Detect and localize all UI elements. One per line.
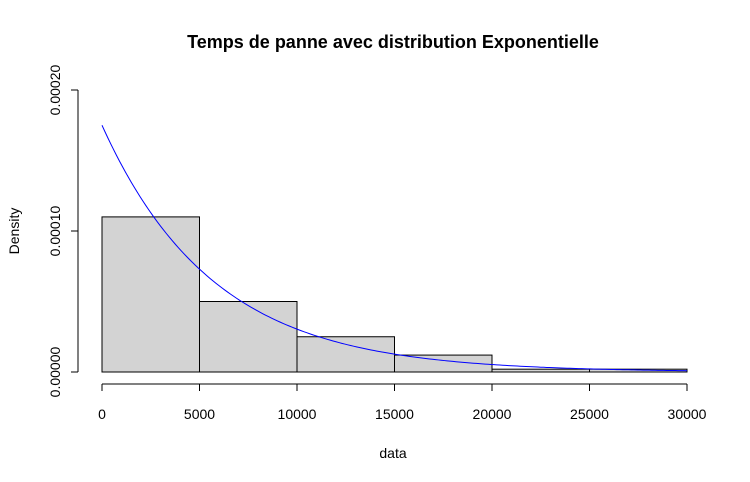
x-tick-label: 15000 [375,406,414,422]
x-axis-label: data [379,445,406,461]
y-tick-label: 0.00020 [47,64,63,115]
histogram-bar-1 [199,301,298,373]
histogram-bars [101,216,688,373]
density-curve [101,125,688,372]
y-tick-label: 0.00010 [47,205,63,256]
x-tick-label: 0 [98,406,106,422]
x-tick-label: 20000 [473,406,512,422]
x-axis: 0 5000 10000 15000 20000 25000 30000 [98,383,707,422]
histogram-bar-0 [101,216,200,373]
x-tick-label: 25000 [570,406,609,422]
y-axis: 0.00000 0.00010 0.00020 [47,64,79,397]
x-tick-label: 10000 [278,406,317,422]
y-tick-label: 0.00000 [47,346,63,397]
histogram-bar-3 [394,354,493,373]
density-curve-layer [101,125,688,372]
x-tick-label: 30000 [668,406,707,422]
x-tick-label: 5000 [184,406,215,422]
y-axis-label: Density [6,208,22,255]
chart-title: Temps de panne avec distribution Exponen… [187,32,599,52]
histogram-bar-2 [296,336,395,373]
histogram-bar-4 [491,368,590,373]
